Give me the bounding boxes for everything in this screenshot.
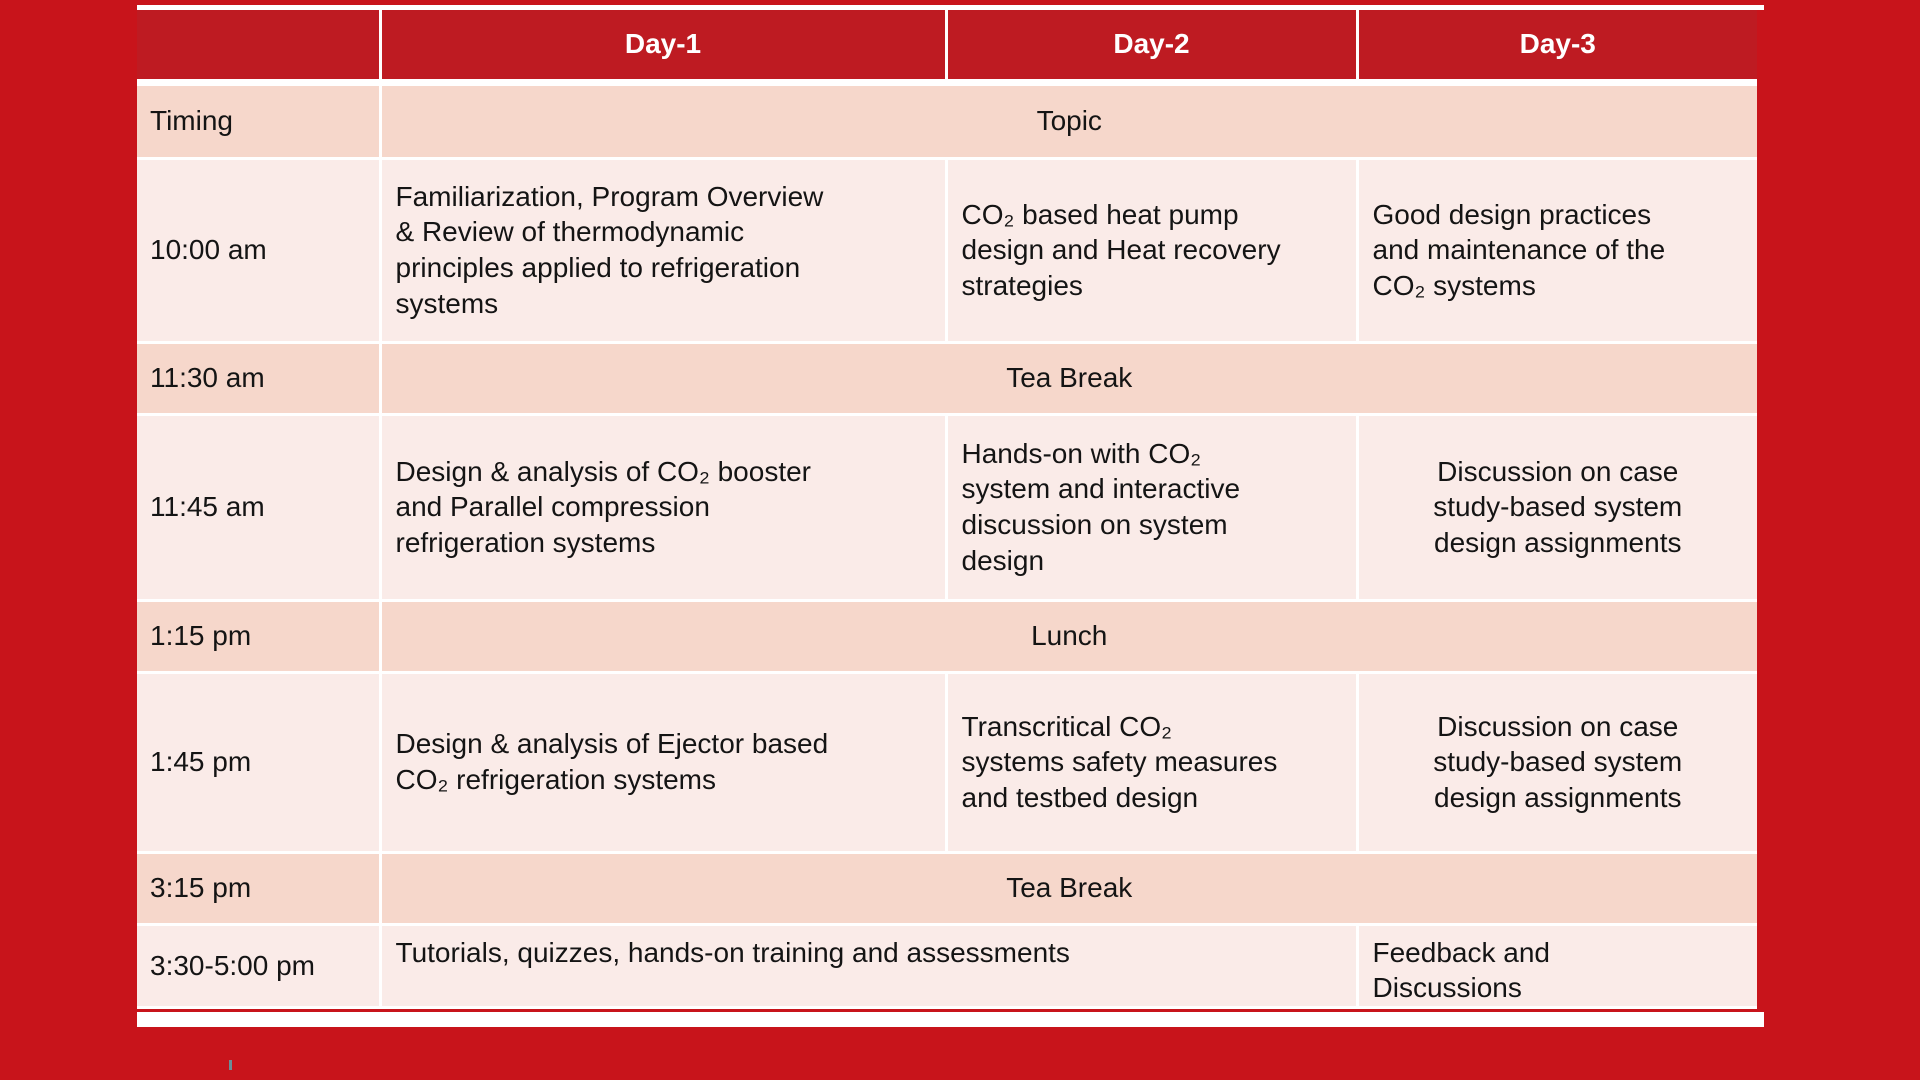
table-row: 3:30-5:00 pm Tutorials, quizzes, hands-o… (137, 924, 1757, 1009)
time-cell: 1:45 pm (137, 672, 382, 854)
break-label-cell: Lunch (380, 600, 1757, 674)
table-row: 3:15 pm Tea Break (137, 852, 1757, 926)
topic-cell-day1-day2: Tutorials, quizzes, hands-on training an… (380, 924, 1359, 1009)
topic-cell-day3: Good design practices and maintenance of… (1357, 158, 1757, 344)
schedule-table-container: Day-1 Day-2 Day-3 Timing Topic 10:00 am … (137, 10, 1757, 1009)
time-cell: 3:30-5:00 pm (137, 924, 382, 1009)
topic-cell-day3: Discussion on case study-based system de… (1357, 672, 1757, 854)
topic-cell-day2: Transcritical CO₂ systems safety measure… (946, 672, 1359, 854)
time-cell: 1:15 pm (137, 600, 382, 674)
table-row: 1:15 pm Lunch (137, 600, 1757, 674)
time-cell: 3:15 pm (137, 852, 382, 926)
table-row: Day-1 Day-2 Day-3 (137, 10, 1757, 86)
topic-cell-day1: Design & analysis of CO₂ booster and Par… (380, 414, 948, 602)
bottom-white-strip (137, 1012, 1764, 1027)
topic-cell-day2: Hands-on with CO₂ system and interactive… (946, 414, 1359, 602)
topic-cell-day3: Discussion on case study-based system de… (1357, 414, 1757, 602)
break-label-cell: Tea Break (380, 342, 1757, 416)
topic-cell-day1: Design & analysis of Ejector based CO₂ r… (380, 672, 948, 854)
header-cell-day1: Day-1 (380, 10, 948, 86)
topic-cell-day1: Familiarization, Program Overview & Revi… (380, 158, 948, 344)
subheader-timing-cell: Timing (137, 82, 382, 160)
schedule-table: Day-1 Day-2 Day-3 Timing Topic 10:00 am … (137, 10, 1757, 1009)
table-row: 11:30 am Tea Break (137, 342, 1757, 416)
cursor-tick-mark (229, 1060, 232, 1070)
table-row: 10:00 am Familiarization, Program Overvi… (137, 158, 1757, 344)
header-cell-day3: Day-3 (1357, 10, 1757, 86)
time-cell: 10:00 am (137, 158, 382, 344)
break-label-cell: Tea Break (380, 852, 1757, 926)
table-row: 1:45 pm Design & analysis of Ejector bas… (137, 672, 1757, 854)
time-cell: 11:45 am (137, 414, 382, 602)
header-cell-empty (137, 10, 382, 86)
top-white-strip (137, 5, 1764, 10)
table-row: 11:45 am Design & analysis of CO₂ booste… (137, 414, 1757, 602)
topic-cell-day3: Feedback and Discussions (1357, 924, 1757, 1009)
time-cell: 11:30 am (137, 342, 382, 416)
subheader-topic-cell: Topic (380, 82, 1757, 160)
header-cell-day2: Day-2 (946, 10, 1359, 86)
table-row: Timing Topic (137, 82, 1757, 160)
topic-cell-day2: CO₂ based heat pump design and Heat reco… (946, 158, 1359, 344)
